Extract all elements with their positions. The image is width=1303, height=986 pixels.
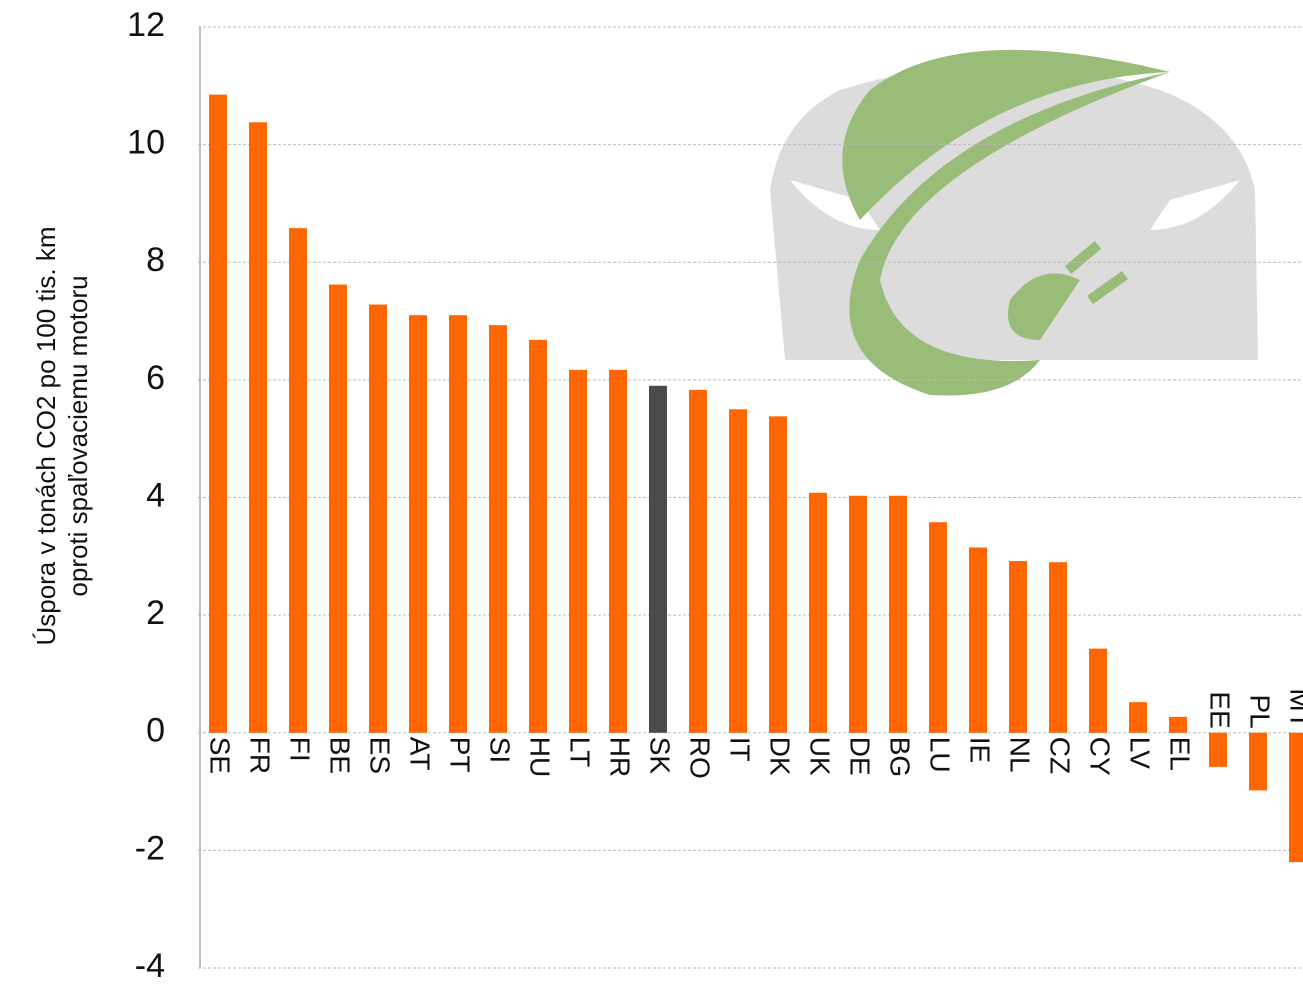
x-tick-label: AT bbox=[405, 737, 436, 771]
bar bbox=[929, 522, 947, 733]
x-tick-label: SK bbox=[645, 737, 676, 775]
logo bbox=[770, 49, 1258, 396]
y-tick-label: 12 bbox=[127, 6, 165, 44]
bar bbox=[1129, 702, 1147, 733]
bar bbox=[369, 304, 387, 733]
x-tick-label: FR bbox=[245, 737, 276, 774]
bar bbox=[449, 315, 467, 733]
x-tick-label: PL bbox=[1245, 695, 1276, 729]
bar bbox=[529, 339, 547, 733]
y-tick-label: 6 bbox=[146, 359, 165, 397]
x-tick-label: DE bbox=[845, 737, 876, 776]
x-tick-label: BE bbox=[325, 737, 356, 774]
y-tick-label: -2 bbox=[135, 829, 165, 867]
bar bbox=[969, 547, 987, 733]
x-tick-label: RO bbox=[685, 737, 716, 779]
bar bbox=[1249, 732, 1267, 791]
y-tick-label: 0 bbox=[146, 712, 165, 750]
bar bbox=[1009, 561, 1027, 733]
x-tick-label: MT bbox=[1285, 688, 1303, 728]
x-tick-label: NL bbox=[1005, 737, 1036, 773]
bar bbox=[209, 94, 227, 733]
bar bbox=[409, 315, 427, 733]
y-axis-title: oproti spaľovaciemu motoru bbox=[63, 275, 93, 596]
bar bbox=[249, 122, 267, 733]
y-tick-label: 8 bbox=[146, 241, 165, 279]
x-tick-label: LT bbox=[565, 737, 596, 768]
bar bbox=[329, 284, 347, 733]
x-tick-label: SE bbox=[205, 737, 236, 774]
bar bbox=[649, 385, 667, 733]
x-tick-label: DK bbox=[765, 737, 796, 776]
x-tick-label: CZ bbox=[1045, 737, 1076, 774]
bar bbox=[729, 409, 747, 733]
bar bbox=[689, 389, 707, 733]
y-tick-label: 2 bbox=[146, 594, 165, 632]
x-tick-label: IT bbox=[725, 737, 756, 762]
y-tick-label: -4 bbox=[135, 947, 165, 985]
bar bbox=[1289, 732, 1303, 863]
bar bbox=[489, 325, 507, 733]
y-tick-label: 10 bbox=[127, 124, 165, 162]
x-tick-label: LV bbox=[1125, 737, 1156, 769]
bar bbox=[609, 369, 627, 733]
bar bbox=[809, 492, 827, 733]
x-tick-label: BG bbox=[885, 737, 916, 777]
bar bbox=[1209, 732, 1227, 767]
y-axis-title: Úspora v tonách CO2 po 100 tis. km bbox=[31, 226, 61, 645]
bar bbox=[1049, 562, 1067, 733]
x-tick-label: EE bbox=[1205, 691, 1236, 728]
x-tick-label: LU bbox=[925, 737, 956, 773]
bar bbox=[1089, 648, 1107, 733]
bar bbox=[289, 228, 307, 733]
bar bbox=[569, 369, 587, 733]
x-tick-label: PT bbox=[445, 737, 476, 773]
x-tick-label: FI bbox=[285, 737, 316, 762]
bar bbox=[769, 416, 787, 733]
bar bbox=[849, 495, 867, 733]
x-tick-label: CY bbox=[1085, 737, 1116, 776]
x-tick-label: HU bbox=[525, 737, 556, 777]
x-tick-label: SI bbox=[485, 737, 516, 763]
x-tick-label: UK bbox=[805, 737, 836, 776]
x-tick-label: HR bbox=[605, 737, 636, 777]
x-tick-label: IE bbox=[965, 737, 996, 763]
y-tick-label: 4 bbox=[146, 476, 165, 514]
bar bbox=[1169, 716, 1187, 733]
x-tick-label: ES bbox=[365, 737, 396, 774]
x-tick-label: EL bbox=[1165, 737, 1196, 771]
bar bbox=[889, 495, 907, 733]
